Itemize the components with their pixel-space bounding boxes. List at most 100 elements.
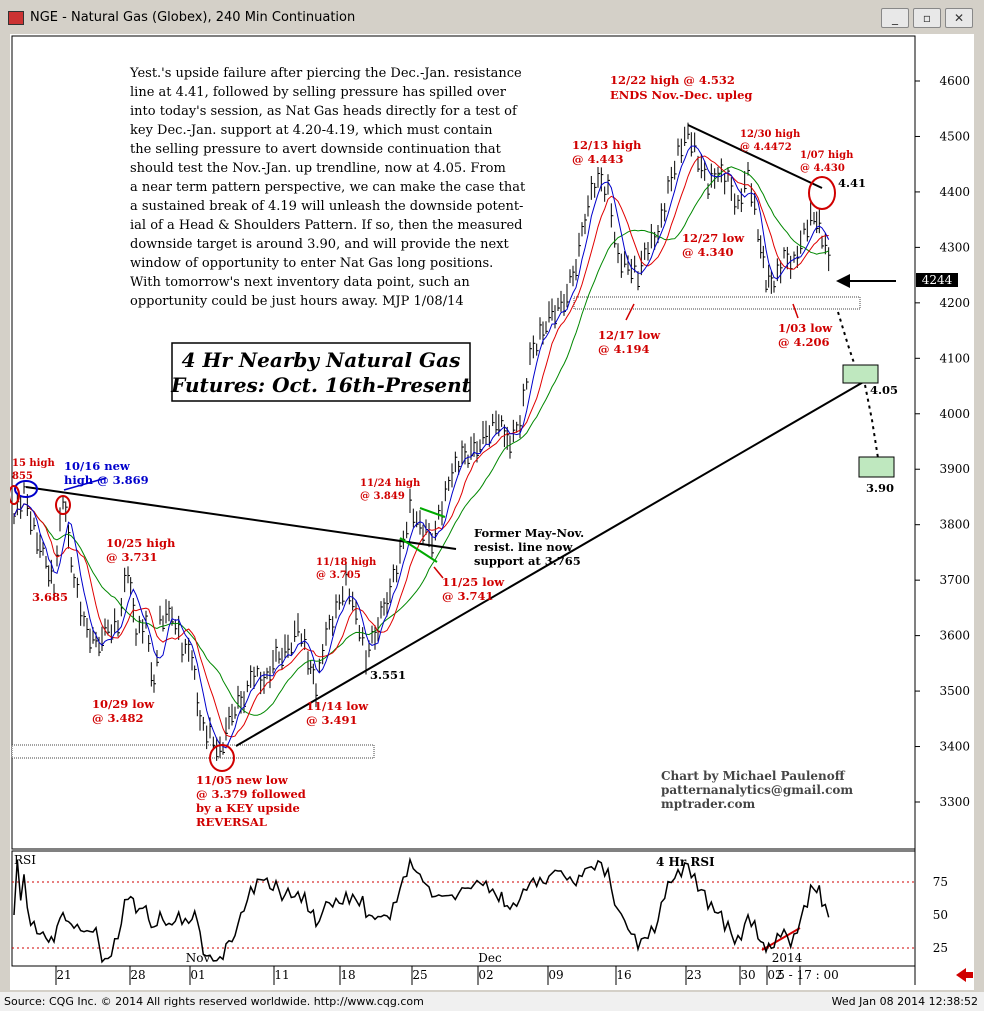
- ann-nov05-b: @ 3.379 followed: [196, 787, 306, 801]
- footer-source: Source: CQG Inc. © 2014 All rights reser…: [4, 995, 424, 1008]
- ann-oct16-a: 10/16 new: [64, 459, 131, 473]
- price-arrow-head: [836, 274, 850, 288]
- x-tick-label: 02: [478, 968, 493, 982]
- commentary-line: should test the Nov.-Jan. up trendline, …: [130, 161, 506, 176]
- ann-former-a: Former May-Nov.: [474, 526, 584, 540]
- pattern-marker-line-2: [419, 507, 446, 518]
- commentary-line: window of opportunity to enter Nat Gas l…: [130, 256, 493, 271]
- x-tick-label: 02: [767, 968, 782, 982]
- y-tick-label: 3400: [939, 740, 970, 754]
- moving-average-blue: [13, 145, 830, 749]
- x-tick-label: 01: [190, 968, 205, 982]
- commentary-text: Yest.'s upside failure after piercing th…: [129, 66, 526, 309]
- restore-button[interactable]: ▫: [913, 8, 941, 28]
- up-trendline: [235, 376, 873, 747]
- minimize-button[interactable]: _: [881, 8, 909, 28]
- x-tick-label: 28: [130, 968, 145, 982]
- rsi-title: 4 Hr RSI: [656, 855, 715, 869]
- ann-nov14-b: @ 3.491: [306, 713, 358, 727]
- ann-405: 4.05: [870, 383, 898, 397]
- ann-441: 4.41: [838, 176, 866, 190]
- x-tick-label: Dec: [478, 951, 502, 965]
- commentary-line: With tomorrow's next inventory data poin…: [130, 275, 470, 290]
- ann-nov05-c: by a KEY upside: [196, 801, 300, 815]
- window-titlebar: NGE - Natural Gas (Globex), 240 Min Cont…: [0, 0, 984, 34]
- resistance-trendline: [25, 486, 457, 550]
- y-tick-label: 4200: [939, 296, 970, 310]
- candles-group: [13, 122, 831, 761]
- ann-jan07-a: 1/07 high: [800, 150, 854, 161]
- x-tick-label: 21: [56, 968, 71, 982]
- ann-jan03-a: 1/03 low: [778, 321, 833, 335]
- commentary-line: ial of a Head & Shoulders Pattern. If so…: [130, 218, 522, 233]
- credits: Chart by Michael Paulenoff patternanalyt…: [661, 769, 853, 811]
- ann-3685: 3.685: [32, 590, 68, 604]
- rsi-panel-frame: [11, 850, 916, 967]
- ann-nov14-a: 11/14 low: [306, 699, 369, 713]
- close-button[interactable]: ✕: [945, 8, 973, 28]
- x-tick-label: 30: [740, 968, 755, 982]
- pointer-oct16: [63, 477, 107, 491]
- rsi-line: [13, 856, 830, 964]
- ann-former-b: resist. line now: [474, 540, 573, 554]
- ann-dec22-a: 12/22 high @ 4.532: [610, 73, 735, 87]
- ann-nov24-b: @ 3.849: [360, 491, 405, 502]
- ann-dec17-a: 12/17 low: [598, 328, 661, 342]
- pointer-jan03: [792, 303, 799, 319]
- commentary-line: line at 4.41, followed by selling pressu…: [130, 85, 507, 100]
- ann-oct29-b: @ 3.482: [92, 711, 144, 725]
- y-tick-label: 3300: [939, 795, 970, 809]
- credit-site: mptrader.com: [661, 797, 755, 811]
- x-tick-label: 5 - 17 : 00: [777, 968, 839, 982]
- y-tick-label: 3700: [939, 573, 970, 587]
- high-circle-oct25: [55, 495, 71, 515]
- y-tick-label: 4600: [939, 74, 970, 88]
- rsi-label: RSI: [14, 853, 36, 867]
- price-chart-svg: 3300 3400 3500 3600 3700 3800 3900 4000 4100 4200…: [8, 35, 973, 985]
- credit-author: Chart by Michael Paulenoff: [661, 769, 846, 783]
- y-tick-label: 4400: [939, 185, 970, 199]
- pattern-marker-line-1: [399, 537, 438, 563]
- credit-email: patternanalytics@gmail.com: [661, 783, 853, 797]
- ann-dec27-a: 12/27 low: [682, 231, 745, 245]
- ann-dec27-b: @ 4.340: [682, 245, 734, 259]
- target-box-405: [842, 364, 879, 384]
- y-tick-label: 3900: [939, 462, 970, 476]
- last-price-label: 4244: [922, 273, 953, 287]
- annotations-black: 3.551 Former May-Nov. resist. line now s…: [370, 176, 898, 682]
- rsi-tick-label: 50: [933, 908, 948, 922]
- x-tick-label: 23: [686, 968, 701, 982]
- ann-nov18-a: 11/18 high: [316, 557, 377, 568]
- ann-dec30-b: @ 4.4472: [740, 142, 792, 153]
- scroll-left-arrow-icon[interactable]: [956, 968, 973, 982]
- x-tick-label: 2014: [772, 951, 803, 965]
- ann-nov05-d: REVERSAL: [196, 815, 267, 829]
- pointer-dec17: [625, 303, 635, 321]
- window-title: NGE - Natural Gas (Globex), 240 Min Cont…: [30, 10, 356, 25]
- commentary-line: a near term pattern perspective, we can …: [130, 180, 526, 195]
- ann-3551: 3.551: [370, 668, 406, 682]
- x-tick-label: 25: [412, 968, 427, 982]
- ann-oct29-a: 10/29 low: [92, 697, 155, 711]
- ann-oct16-b: high @ 3.869: [64, 473, 149, 487]
- footer-timestamp: Wed Jan 08 2014 12:38:52: [831, 995, 978, 1008]
- price-panel-frame: [11, 35, 916, 850]
- rsi-tick-label: 25: [933, 941, 948, 955]
- ann-dec22-b: ENDS Nov.-Dec. upleg: [610, 88, 752, 102]
- app-icon: [8, 11, 24, 25]
- ann-dec30-a: 12/30 high: [740, 129, 801, 140]
- high-circle-jan07: [808, 176, 836, 210]
- rsi-axis-ticks: 75 50 25: [933, 875, 948, 955]
- low-circle-nov05: [209, 744, 235, 772]
- chart-title-line1: 4 Hr Nearby Natural Gas: [182, 348, 461, 372]
- ann-nov05-a: 11/05 new low: [196, 773, 289, 787]
- target-box-390: [858, 456, 895, 478]
- ann-390: 3.90: [866, 481, 894, 495]
- ann-jan03-b: @ 4.206: [778, 335, 830, 349]
- chart-title-line2: Futures: Oct. 16th-Present: [170, 373, 472, 397]
- x-tick-label: 11: [274, 968, 289, 982]
- ann-oct15-a: 15 high: [12, 458, 55, 469]
- commentary-line: the selling pressure to avert downside c…: [130, 142, 502, 157]
- ann-oct15-b: 855: [12, 471, 33, 482]
- high-circle-blue: [14, 480, 38, 498]
